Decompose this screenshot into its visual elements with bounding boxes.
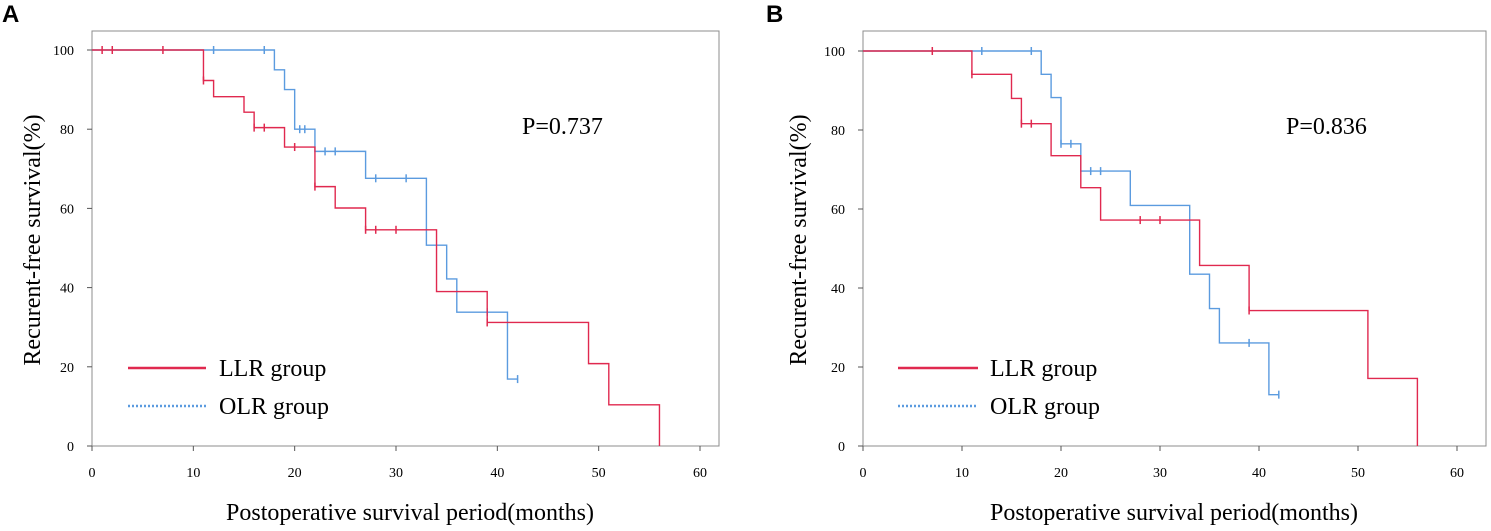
panel-a-legend-llr-label: LLR group: [219, 356, 326, 382]
panel-b-legend-llr-label: LLR group: [990, 356, 1097, 382]
panel-b-p-value: P=0.836: [1286, 114, 1367, 140]
panel-a-x-tick-label-10: 10: [186, 466, 200, 481]
panel-a-x-tick-label-20: 20: [288, 466, 302, 481]
panel-b-y-tick-label-80: 80: [831, 124, 845, 139]
panel-b-x-axis-label: Postoperative survival period(months): [990, 500, 1358, 526]
panel-a-legend-olr-label: OLR group: [219, 394, 329, 420]
panel-b-x-tick-label-40: 40: [1252, 466, 1266, 481]
panel-b-y-tick-label-0: 0: [838, 440, 845, 455]
panel-b-y-axis-label: Recurent-free survival(%): [786, 114, 812, 365]
panel-a-y-tick-label-20: 20: [60, 361, 74, 376]
panel-a-x-tick-label-50: 50: [592, 466, 606, 481]
panel-a-x-ticks: 0 10 20 30 40 50 60: [89, 446, 707, 481]
panel-b-letter: B: [766, 1, 783, 28]
panel-b-x-tick-label-10: 10: [955, 466, 969, 481]
panel-b-y-tick-label-40: 40: [831, 282, 845, 297]
panel-b-x-tick-label-20: 20: [1054, 466, 1068, 481]
panel-a-x-tick-label-0: 0: [89, 466, 96, 481]
panel-a-p-value: P=0.737: [522, 114, 603, 140]
panel-a-y-tick-label-40: 40: [60, 282, 74, 297]
panel-b-plot-frame: [862, 30, 1487, 447]
panel-a-llr-survival-curve: [92, 49, 661, 446]
panel-a-x-tick-label-30: 30: [389, 466, 403, 481]
panel-b-x-ticks: 0 10 20 30 40 50 60: [860, 446, 1464, 481]
panel-b-x-tick-label-30: 30: [1153, 466, 1167, 481]
panel-a-olr-survival-curve: [92, 49, 518, 380]
panel-a-x-tick-label-40: 40: [490, 466, 504, 481]
panel-b-y-tick-label-20: 20: [831, 361, 845, 376]
panel-b-legend-olr-label: OLR group: [990, 394, 1100, 420]
panel-b-legend: LLR group OLR group: [898, 356, 1100, 420]
panel-b: B 0 20 40 60 80 100 0 10 20 30 40 50 60 P=0.836 LLR…: [766, 1, 1487, 526]
panel-a-y-tick-label-0: 0: [67, 440, 74, 455]
panel-a-x-axis-label: Postoperative survival period(months): [226, 500, 594, 526]
panel-a-y-tick-label-80: 80: [60, 123, 74, 138]
panel-b-x-tick-label-50: 50: [1351, 466, 1365, 481]
panel-b-y-tick-label-60: 60: [831, 203, 845, 218]
panel-b-llr-survival-curve: [863, 50, 1419, 446]
panel-b-series: [863, 47, 1419, 446]
panel-a: A 0 20 40 60 80 100 0 10 20 30 40 50 60 P=0.737 LLR…: [2, 1, 720, 526]
panel-a-legend: LLR group OLR group: [128, 356, 329, 420]
panel-a-y-axis-label: Recurent-free survival(%): [20, 114, 46, 365]
panel-a-x-tick-label-60: 60: [693, 466, 707, 481]
panel-b-x-tick-label-0: 0: [860, 466, 867, 481]
panel-b-olr-survival-curve: [863, 50, 1279, 396]
panel-b-x-tick-label-60: 60: [1450, 466, 1464, 481]
panel-a-plot-frame: [91, 30, 720, 447]
panel-b-y-tick-label-100: 100: [824, 45, 845, 60]
panel-a-series: [92, 46, 661, 446]
panel-a-y-tick-label-60: 60: [60, 202, 74, 217]
panel-a-letter: A: [2, 1, 19, 28]
panel-a-y-tick-label-100: 100: [53, 44, 74, 59]
panel-b-y-ticks: 0 20 40 60 80 100: [824, 45, 863, 455]
panel-a-y-ticks: 0 20 40 60 80 100: [53, 44, 92, 455]
